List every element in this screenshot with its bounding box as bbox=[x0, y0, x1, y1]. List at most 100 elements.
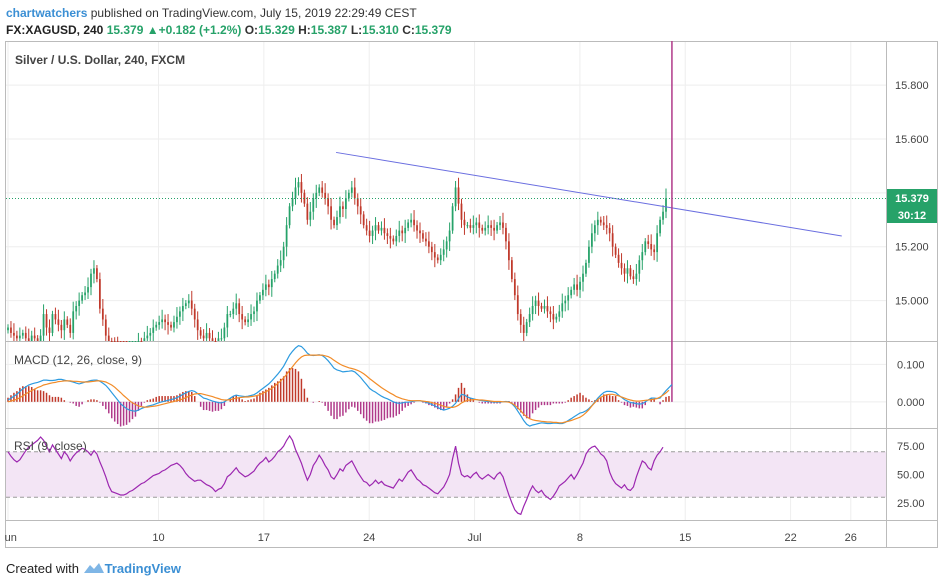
candle bbox=[72, 311, 75, 333]
candle bbox=[291, 198, 294, 207]
countdown-tag bbox=[887, 206, 937, 223]
high-label: H: bbox=[298, 23, 311, 37]
candle bbox=[653, 249, 656, 253]
candle bbox=[537, 300, 540, 306]
candle bbox=[232, 308, 235, 315]
candle bbox=[656, 233, 658, 253]
candle bbox=[90, 273, 92, 288]
candle bbox=[244, 319, 247, 323]
x-tick-label: Jul bbox=[468, 532, 482, 544]
candle bbox=[543, 305, 546, 309]
candle bbox=[472, 225, 475, 228]
candle bbox=[602, 222, 605, 226]
candle bbox=[368, 230, 371, 236]
trendline[interactable] bbox=[336, 151, 842, 237]
candle bbox=[96, 268, 98, 280]
candle bbox=[620, 262, 623, 269]
candle bbox=[13, 332, 15, 336]
candle bbox=[288, 206, 291, 226]
candle bbox=[635, 273, 638, 280]
candle bbox=[107, 335, 110, 341]
candle bbox=[605, 225, 608, 228]
x-tick-label: 8 bbox=[577, 532, 583, 544]
close-value: 15.379 bbox=[414, 23, 452, 37]
candle bbox=[42, 314, 45, 336]
candle bbox=[534, 300, 537, 306]
candle bbox=[137, 341, 140, 342]
candle bbox=[448, 230, 451, 242]
candle bbox=[33, 335, 36, 339]
candle bbox=[392, 238, 395, 242]
candle bbox=[110, 341, 113, 342]
candle bbox=[617, 254, 620, 263]
candle bbox=[259, 295, 261, 301]
author-name[interactable]: chartwatchers bbox=[6, 6, 88, 20]
candle bbox=[419, 230, 421, 234]
open-label: O: bbox=[244, 23, 259, 37]
candle bbox=[579, 281, 581, 290]
candle bbox=[413, 219, 415, 226]
x-tick-label: 22 bbox=[784, 532, 796, 544]
candle bbox=[256, 300, 258, 312]
candle bbox=[119, 341, 122, 342]
candle bbox=[187, 300, 190, 304]
candle bbox=[253, 311, 255, 315]
candle bbox=[270, 279, 273, 288]
candle bbox=[469, 225, 472, 228]
candle bbox=[596, 219, 599, 226]
candle bbox=[60, 324, 63, 331]
candle bbox=[540, 305, 543, 309]
candle bbox=[510, 260, 513, 280]
candle bbox=[205, 332, 208, 339]
candle bbox=[36, 338, 39, 341]
candle bbox=[214, 341, 217, 342]
rsi-tick-label: 25.00 bbox=[897, 498, 925, 510]
candle bbox=[39, 335, 42, 341]
candle bbox=[513, 279, 516, 296]
candle bbox=[45, 314, 48, 328]
candle bbox=[416, 225, 418, 231]
candle bbox=[519, 314, 522, 325]
candle bbox=[386, 233, 389, 236]
candle bbox=[87, 287, 89, 293]
rsi-title: RSI (9, close) bbox=[14, 439, 87, 453]
candle bbox=[439, 254, 442, 261]
tradingview-brand[interactable]: TradingView bbox=[104, 561, 181, 576]
candle bbox=[125, 341, 128, 342]
countdown-label: 30:12 bbox=[898, 210, 926, 222]
candle bbox=[490, 225, 493, 228]
candle bbox=[374, 225, 377, 231]
candle bbox=[588, 246, 590, 263]
candle bbox=[505, 227, 507, 242]
candle bbox=[113, 341, 116, 342]
candle bbox=[276, 265, 279, 274]
candle bbox=[410, 219, 412, 223]
candle bbox=[365, 225, 368, 231]
candle bbox=[196, 319, 199, 331]
candle bbox=[371, 230, 374, 236]
candle bbox=[427, 241, 430, 247]
candle bbox=[425, 238, 427, 242]
candle bbox=[164, 319, 166, 323]
candle bbox=[404, 227, 407, 234]
candle bbox=[202, 335, 205, 339]
candle bbox=[134, 341, 137, 342]
candle bbox=[336, 217, 338, 226]
candle bbox=[401, 230, 404, 234]
candle bbox=[362, 214, 365, 226]
candle bbox=[665, 198, 667, 212]
candle bbox=[561, 303, 564, 312]
x-tick-label: 17 bbox=[258, 532, 270, 544]
low-value: 15.310 bbox=[362, 23, 399, 37]
candle bbox=[131, 341, 134, 342]
chart-area[interactable]: Jun101724Jul815222615.80015.60015.40015.… bbox=[5, 41, 938, 548]
low-label: L: bbox=[350, 23, 363, 37]
candle bbox=[57, 319, 60, 325]
symbol-label: FX:XAGUSD, 240 bbox=[6, 23, 104, 37]
candle bbox=[167, 322, 169, 325]
candle bbox=[273, 273, 276, 280]
candle bbox=[247, 319, 249, 323]
last-price-tag-label: 15.379 bbox=[895, 193, 929, 205]
candle bbox=[626, 268, 629, 274]
candle bbox=[585, 262, 587, 274]
